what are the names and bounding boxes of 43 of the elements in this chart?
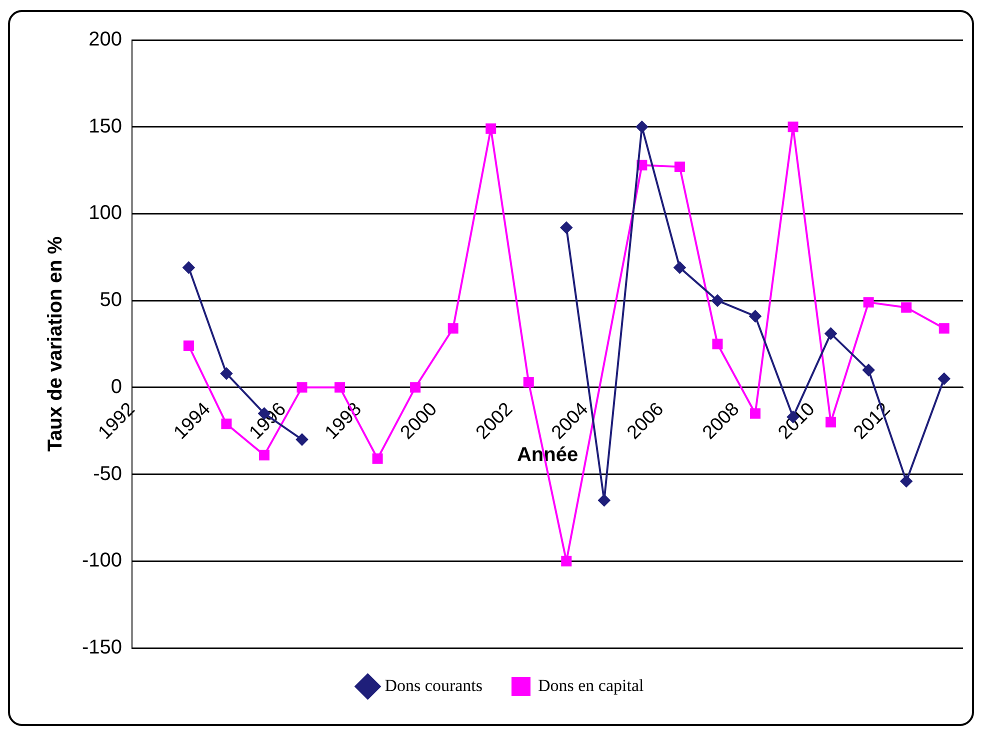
point [711, 294, 724, 307]
point [938, 372, 950, 385]
point [560, 222, 572, 234]
point [824, 328, 837, 340]
point [712, 338, 723, 350]
point [750, 408, 760, 419]
point [749, 310, 762, 322]
point [183, 340, 194, 351]
point [788, 122, 798, 132]
point [826, 416, 836, 428]
point [598, 494, 610, 506]
legend-label: Dons courants [384, 676, 482, 695]
point [334, 382, 346, 393]
point [674, 262, 686, 274]
point [561, 556, 572, 566]
y-tick-label: 50 [100, 289, 122, 312]
y-tick-label: 150 [88, 115, 122, 138]
point [862, 364, 875, 376]
point [901, 302, 912, 313]
y-tick-label: 0 [110, 376, 122, 398]
point [296, 434, 308, 446]
y-tick-label: -150 [82, 636, 122, 659]
y-tick-label: 100 [88, 202, 122, 224]
y-tick-label: -100 [82, 550, 122, 572]
point [523, 376, 534, 388]
y-axis-title: Taux de variation en % [44, 236, 67, 452]
point [674, 162, 685, 172]
point [410, 382, 421, 393]
point [296, 382, 308, 393]
y-tick-label: -50 [93, 462, 122, 485]
point [372, 453, 383, 464]
point [863, 297, 874, 308]
point [182, 262, 195, 274]
point [221, 418, 232, 430]
point [448, 323, 458, 334]
legend-label: Dons en capital [538, 676, 644, 695]
point [938, 323, 950, 334]
point [220, 368, 232, 380]
point [258, 450, 270, 460]
point [636, 120, 648, 133]
y-tick-label: 200 [88, 28, 122, 51]
point [900, 475, 912, 488]
point [486, 123, 496, 134]
